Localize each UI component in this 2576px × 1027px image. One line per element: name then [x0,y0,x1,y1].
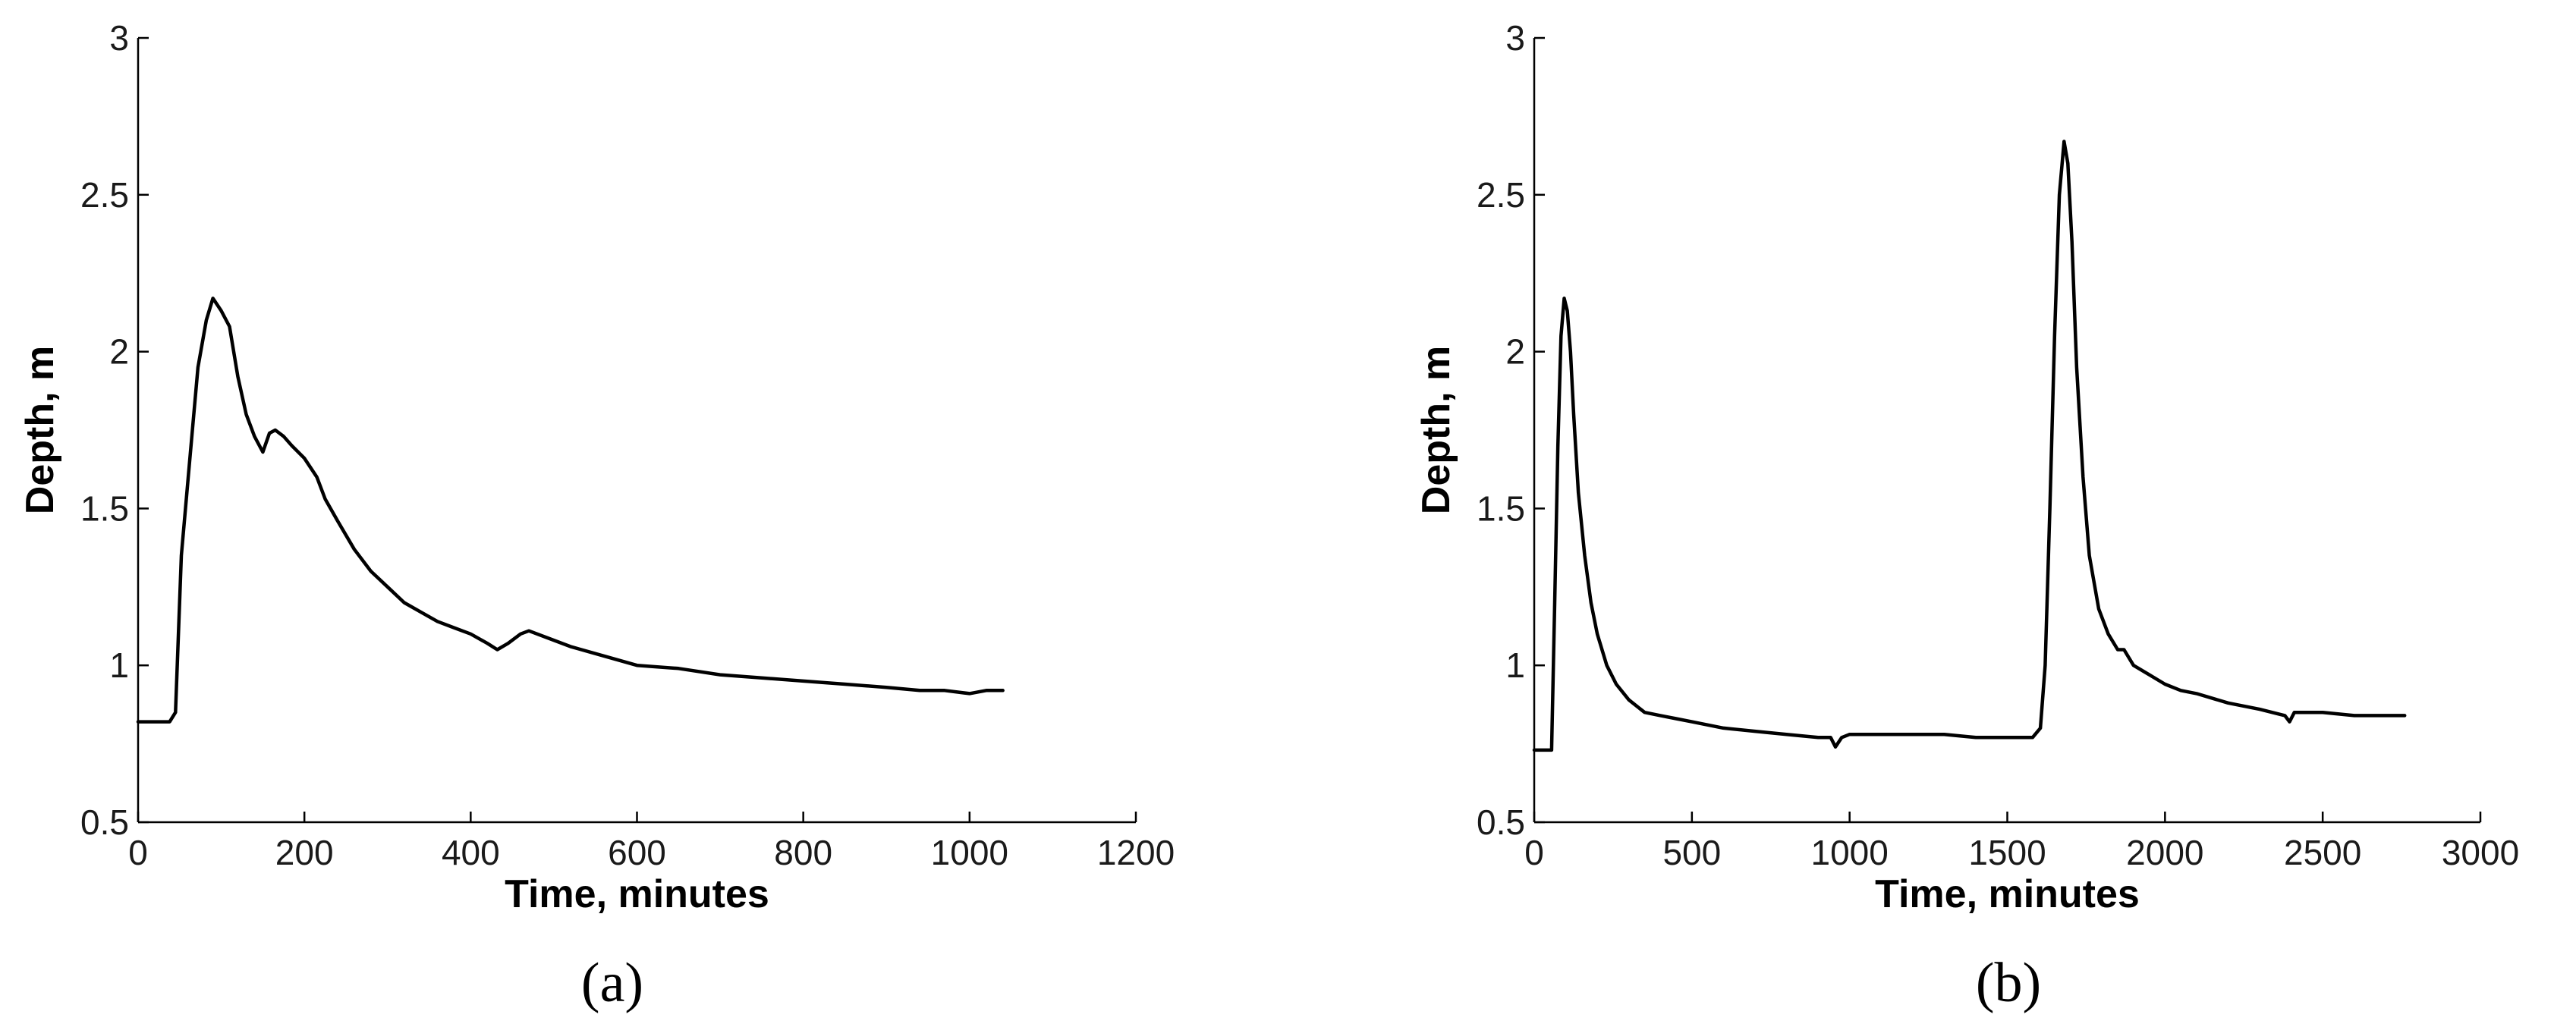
panel-b-x-tick-label: 1500 [1968,833,2046,872]
panel-b-x-tick-label: 2000 [2126,833,2203,872]
panel-b-ticks: 0 500 1000 1500 2000 2500 3000 0.5 1 1.5 2 2.5 3 [1477,18,2519,872]
panel-b-x-tick-label: 2500 [2284,833,2361,872]
panel-a-y-tick-label: 0.5 [80,802,129,842]
panel-a-xlabel: Time, minutes [505,872,769,916]
panel-a: 0 200 400 600 800 1000 1200 0.5 1 1.5 2 2.5 3 Time, … [18,18,1175,1014]
panel-b-y-tick-label: 3 [1505,18,1525,58]
panel-b-axes [1533,38,2480,824]
panel-b-y-tick-label: 2 [1505,332,1525,372]
panel-a-axes [137,38,1136,824]
panel-a-y-tick-label: 2 [109,332,129,372]
panel-a-x-tick-label: 200 [275,833,334,872]
panel-a-y-tick-label: 3 [109,18,129,58]
panel-a-ylabel: Depth, m [18,346,62,514]
panel-a-x-tick-label: 0 [128,833,148,872]
panel-a-ticks: 0 200 400 600 800 1000 1200 0.5 1 1.5 2 2.5 3 [80,18,1175,872]
panel-b-x-tick-label: 500 [1662,833,1721,872]
panel-a-label: (a) [581,952,643,1014]
panel-b-y-tick-label: 0.5 [1477,802,1525,842]
panel-a-series [136,297,1005,724]
panel-b-x-tick-label: 3000 [2442,833,2519,872]
panel-a-x-tick-label: 1200 [1097,833,1175,872]
panel-b-x-tick-label: 0 [1524,833,1544,872]
panel-b-y-tick-label: 1 [1505,645,1525,685]
panel-b-y-tick-label: 1.5 [1477,488,1525,528]
panel-b-y-tick-label: 2.5 [1477,175,1525,215]
panel-b-xlabel: Time, minutes [1875,872,2140,916]
panel-b: 0 500 1000 1500 2000 2500 3000 0.5 1 1.5 2 2.5 3 Tim… [1414,18,2519,1014]
panel-a-x-tick-label: 600 [608,833,666,872]
panel-b-label: (b) [1976,952,2041,1014]
panel-a-x-tick-label: 800 [774,833,832,872]
panel-b-x-tick-label: 1000 [1810,833,1888,872]
panel-b-series-line [1532,140,2407,752]
panel-b-series [1532,140,2407,752]
panel-a-y-tick-label: 1.5 [80,488,129,528]
panel-a-y-tick-label: 2.5 [80,175,129,215]
panel-a-x-tick-label: 400 [442,833,500,872]
panel-b-ylabel: Depth, m [1414,346,1458,514]
panel-a-x-tick-label: 1000 [931,833,1008,872]
panel-a-series-line [136,297,1005,724]
panel-a-y-tick-label: 1 [109,645,129,685]
